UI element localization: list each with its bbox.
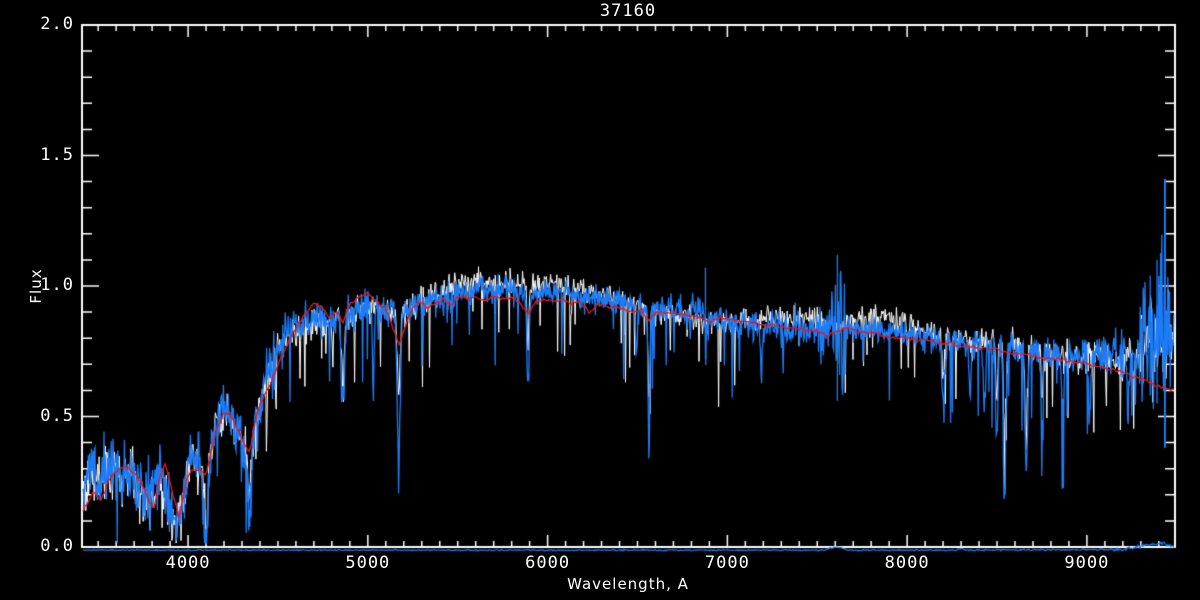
x-tick-label: 9000 (1064, 553, 1110, 573)
y-tick-label: 2.0 (40, 14, 74, 34)
plot-title: 37160 (599, 1, 657, 21)
y-tick-label: 1.5 (40, 144, 74, 165)
x-tick-label: 4000 (165, 553, 211, 573)
x-axis-title: Wavelength, A (567, 575, 689, 593)
x-tick-label: 7000 (704, 553, 750, 573)
x-tick-label: 6000 (525, 553, 571, 573)
y-tick-label: 0.5 (40, 405, 74, 426)
x-tick-label: 8000 (884, 553, 930, 573)
y-tick-label: 0.0 (40, 536, 74, 556)
x-tick-label: 5000 (345, 553, 391, 573)
y-tick-label: 1.0 (40, 275, 74, 295)
